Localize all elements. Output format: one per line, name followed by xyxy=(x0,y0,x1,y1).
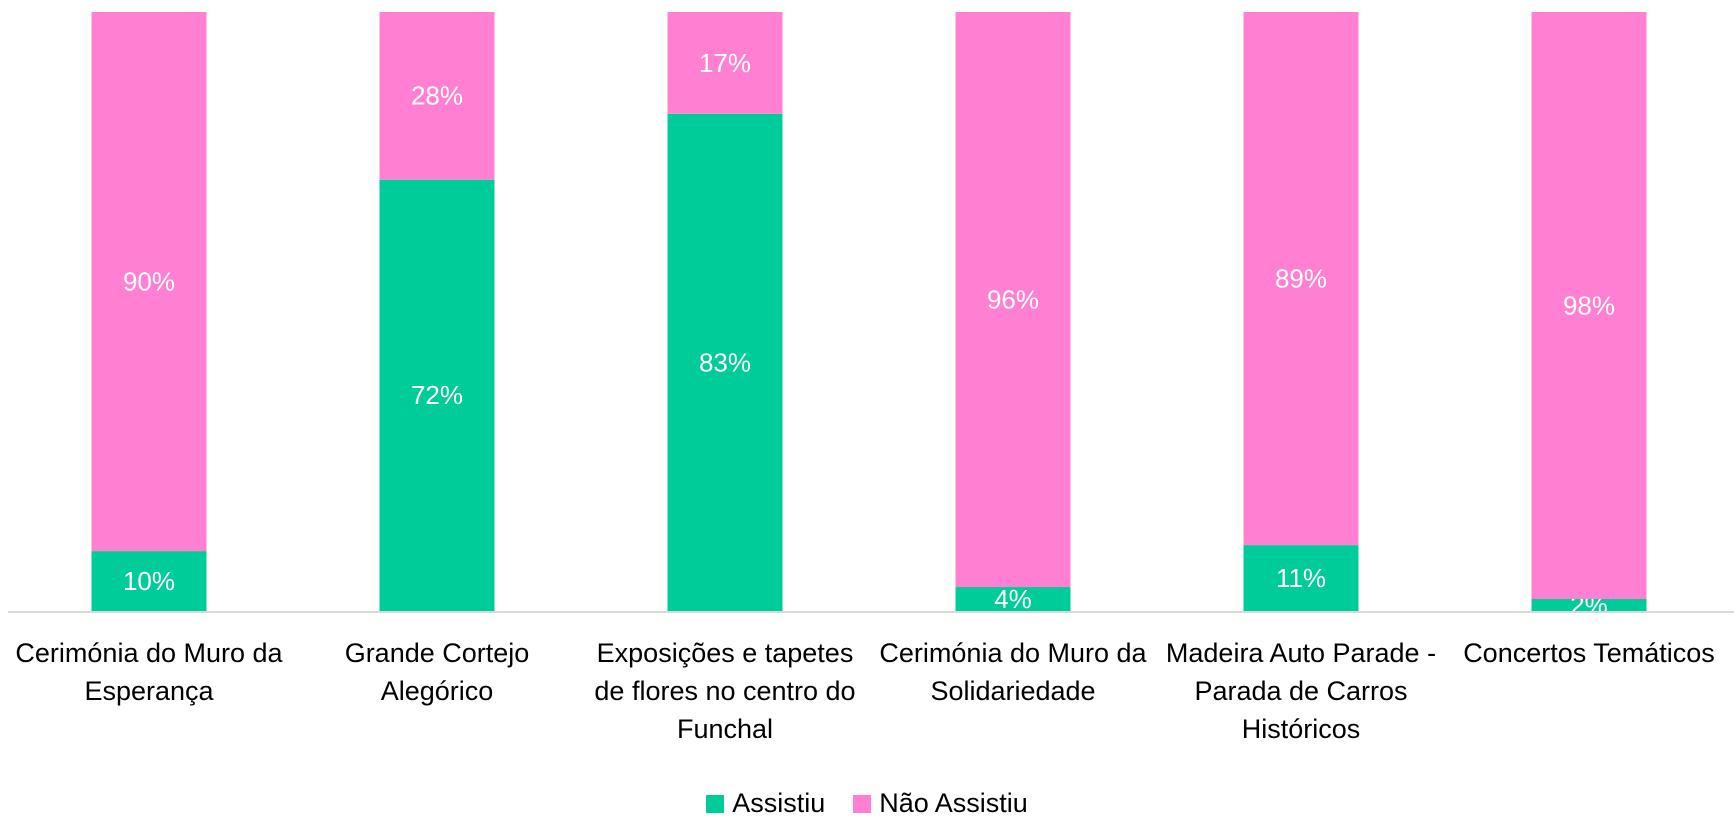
bar-segment xyxy=(955,12,1071,588)
bars: 10%90%72%28%83%17%4%96%11%89%2%98% xyxy=(91,12,1647,614)
bar-segment xyxy=(1243,545,1359,611)
bar-segment xyxy=(1243,12,1359,546)
data-label: 28% xyxy=(411,81,463,111)
data-label: 89% xyxy=(1275,263,1327,293)
data-label: 83% xyxy=(699,347,751,377)
legend-swatch xyxy=(706,794,725,813)
data-label: 90% xyxy=(123,266,175,296)
data-label: 72% xyxy=(411,380,463,410)
data-label: 17% xyxy=(699,48,751,78)
bar-segment xyxy=(379,12,495,180)
legend-item: Assistiu xyxy=(706,788,825,819)
data-label: 98% xyxy=(1563,290,1615,320)
bar-segment xyxy=(379,179,495,611)
bar-segment xyxy=(91,551,207,611)
data-label: 96% xyxy=(987,284,1039,314)
bar-segment xyxy=(91,12,207,552)
x-tick-label: Cerimónia do Muro da Solidariedade xyxy=(879,638,1147,706)
bar-segment xyxy=(955,587,1071,611)
legend-label: Assistiu xyxy=(732,788,826,818)
bar-segment xyxy=(667,12,783,114)
legend-swatch xyxy=(853,794,872,813)
legend: Assistiu Não Assistiu xyxy=(0,788,1734,820)
x-tick-label: Cerimónia do Muro da Esperança xyxy=(15,638,283,706)
bar-segment xyxy=(667,113,783,611)
data-label: 10% xyxy=(123,566,175,596)
legend-item: Não Assistiu xyxy=(853,788,1028,819)
data-label: 4% xyxy=(994,584,1032,614)
legend-label: Não Assistiu xyxy=(879,788,1028,818)
x-tick-label: Grande Cortejo Alegórico xyxy=(344,638,530,706)
x-tick-label: Exposições e tapetes de flores no centro… xyxy=(594,638,856,744)
x-tick-label: Madeira Auto Parade - Parada de Carros H… xyxy=(1165,638,1437,744)
data-label: 11% xyxy=(1276,563,1326,593)
bar-segment xyxy=(1531,599,1647,611)
bar-segment xyxy=(1531,12,1647,600)
x-tick-label: Concertos Temáticos xyxy=(1463,638,1715,668)
